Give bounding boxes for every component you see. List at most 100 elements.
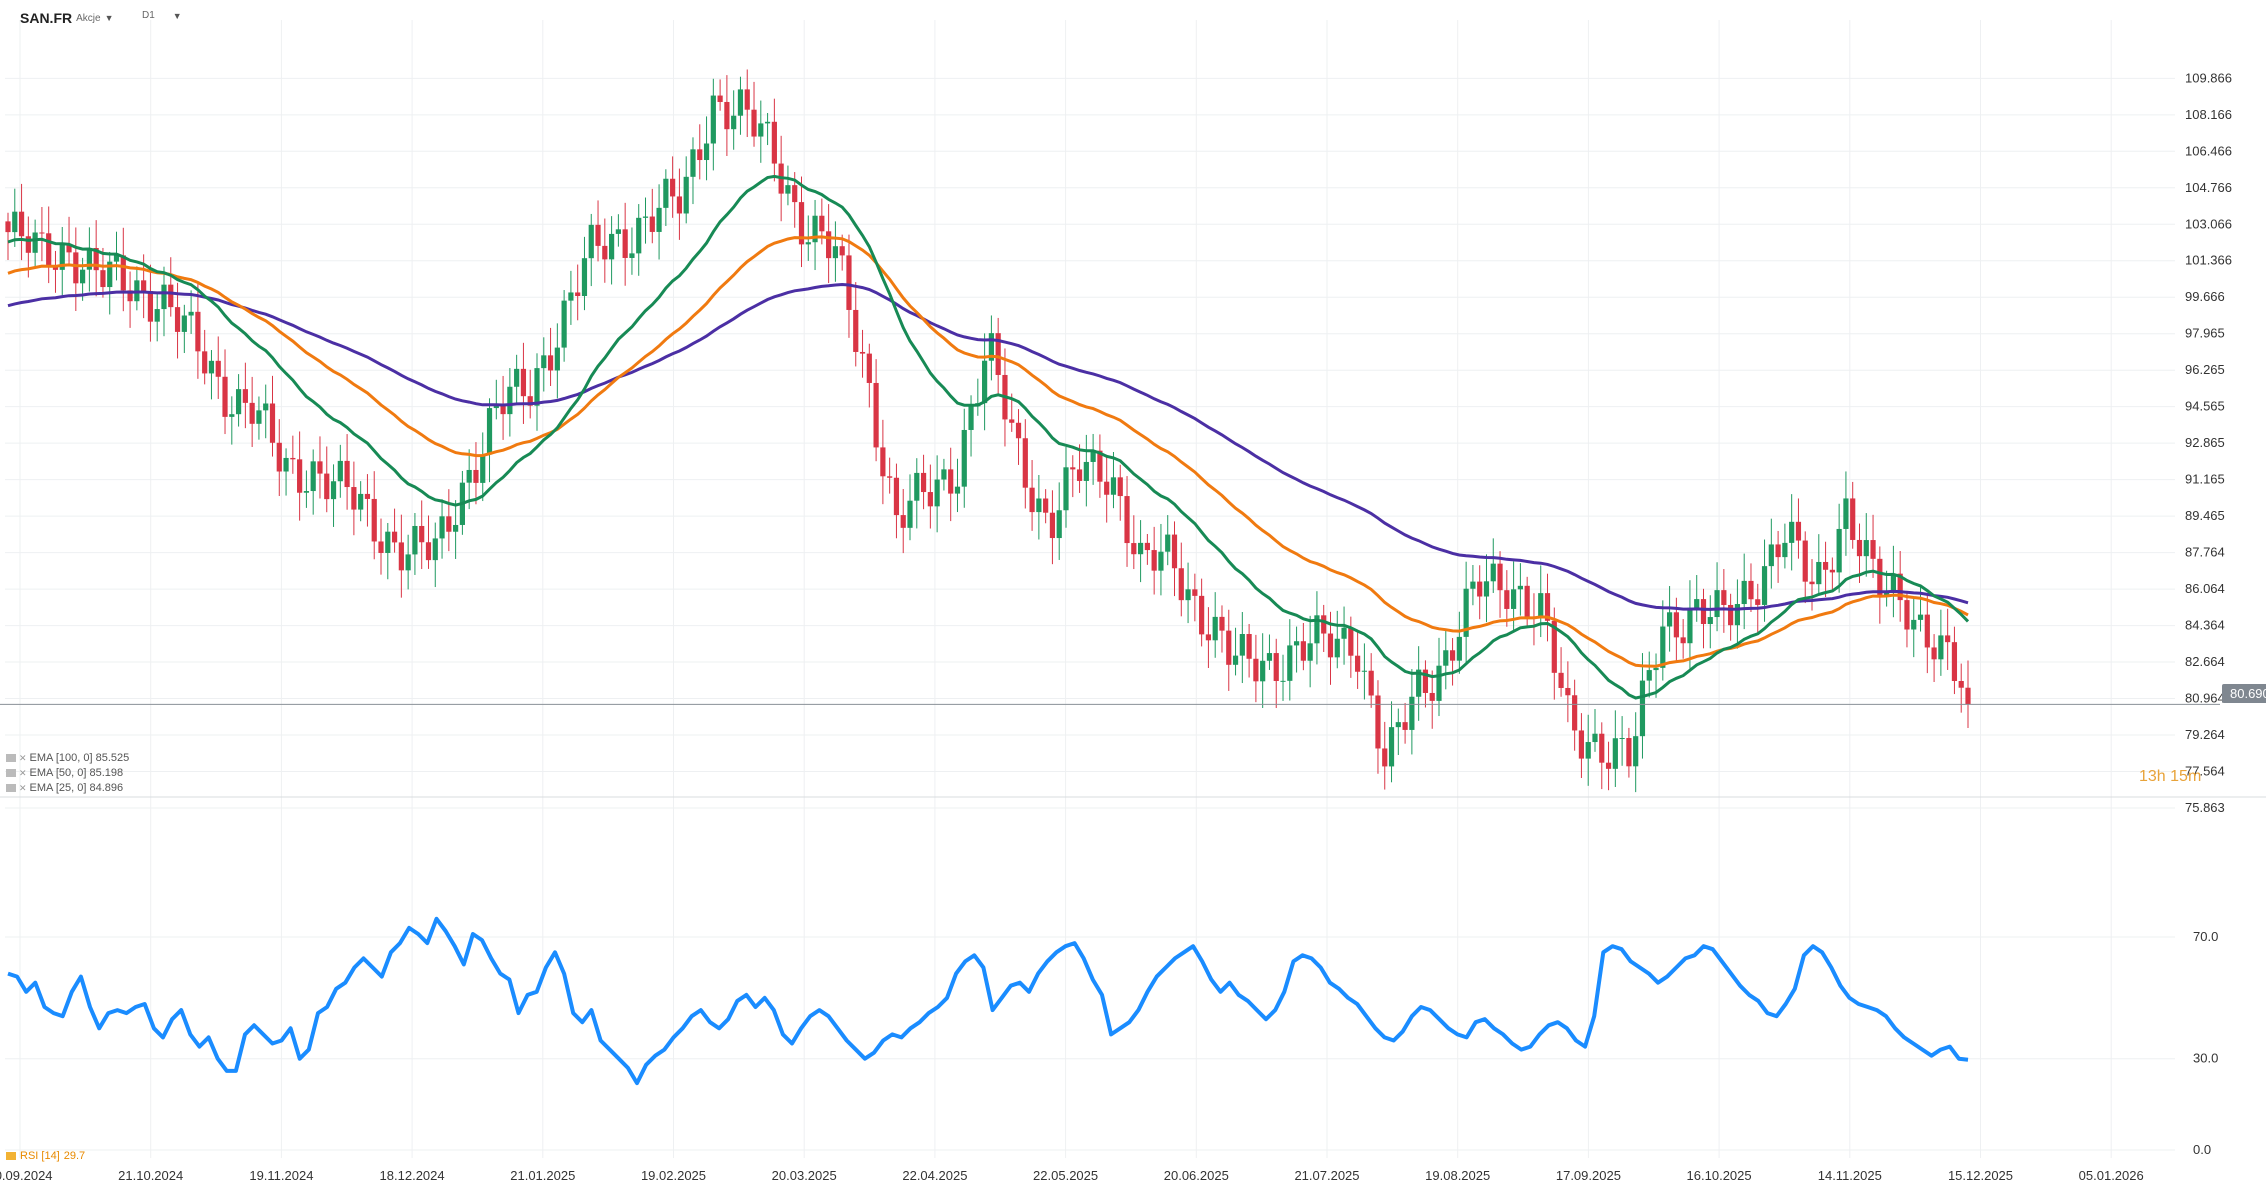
candle-body <box>330 481 337 500</box>
ema50-line <box>7 235 1969 668</box>
candle-body <box>914 472 920 501</box>
candle-body <box>602 245 608 260</box>
candle-body <box>1639 680 1646 737</box>
candle-body <box>941 469 947 480</box>
candle-body <box>1660 626 1666 668</box>
price-axis-label: 92.865 <box>2185 435 2225 450</box>
candle-body <box>1355 655 1361 672</box>
candle-body <box>1348 627 1354 656</box>
candle-body <box>1572 695 1578 731</box>
candle-body <box>1388 727 1395 767</box>
legend-toggle-icon[interactable] <box>6 769 16 777</box>
price-axis-label: 86.064 <box>2185 581 2225 596</box>
candle-body <box>520 368 527 397</box>
candle-body <box>1748 580 1754 600</box>
candle-body <box>1816 561 1822 585</box>
candle-body <box>561 300 567 348</box>
timeframe-selector[interactable]: D1 ▼ <box>142 10 182 21</box>
candle-body <box>1070 467 1076 470</box>
candle-body <box>276 442 282 472</box>
candle-body <box>391 531 398 543</box>
candle-body <box>297 459 303 493</box>
candle-body <box>683 176 689 214</box>
candle-body <box>954 486 961 494</box>
candle-body <box>1029 487 1035 513</box>
candle-body <box>575 292 581 296</box>
candle-body <box>1578 730 1585 759</box>
timeframe-label: D1 <box>142 10 155 21</box>
candle-body <box>608 233 615 260</box>
price-axis-label: 108.166 <box>2185 107 2232 122</box>
candle-body <box>1958 681 1964 688</box>
candle-body <box>1009 419 1015 423</box>
candle-body <box>120 255 126 291</box>
candle-body <box>1741 580 1747 605</box>
price-axis-label: 97.965 <box>2185 326 2225 341</box>
legend-toggle-icon[interactable] <box>6 1152 16 1160</box>
close-icon[interactable]: ✕ <box>19 752 27 763</box>
candle-body <box>303 491 310 493</box>
close-icon[interactable]: ✕ <box>19 767 27 778</box>
candle-body <box>500 403 506 415</box>
candle-body <box>1402 722 1408 730</box>
ema50-legend[interactable]: ✕ EMA [50, 0] 85.198 <box>6 767 123 779</box>
candle-body <box>1083 461 1089 481</box>
candle-body <box>703 143 710 161</box>
candle-body <box>222 376 228 417</box>
legend-toggle-icon[interactable] <box>6 784 16 792</box>
candle-body <box>1368 670 1374 696</box>
candle-body <box>1185 589 1191 601</box>
candle-body <box>880 447 886 477</box>
candle-body <box>73 252 79 284</box>
symbol-label: SAN.FR <box>20 10 73 26</box>
candle-body <box>1544 593 1551 621</box>
candle-body <box>819 215 825 232</box>
candle-body <box>1110 477 1117 495</box>
ema25-legend[interactable]: ✕ EMA [25, 0] 84.896 <box>6 782 123 794</box>
candle-body <box>1015 422 1022 439</box>
candle-body <box>1334 638 1340 658</box>
candle-countdown: 13h 15m <box>2139 768 2202 785</box>
candle-body <box>1822 561 1829 570</box>
ema25-line <box>7 174 1970 700</box>
candle-body <box>1124 496 1130 544</box>
candle-body <box>1884 590 1890 597</box>
candle-body <box>547 355 554 371</box>
candle-body <box>961 429 967 487</box>
candle-body <box>1965 687 1971 705</box>
candle-body <box>235 389 242 415</box>
candle-body <box>385 531 391 553</box>
candle-body <box>1043 498 1049 513</box>
candle-body <box>1809 581 1815 585</box>
candle-body <box>839 246 845 256</box>
candle-body <box>1938 635 1944 660</box>
candle-body <box>832 246 839 259</box>
candle-body <box>1890 573 1896 591</box>
candle-body <box>364 493 371 499</box>
candle-body <box>1395 722 1401 728</box>
candle-body <box>480 454 486 483</box>
candle-body <box>1843 498 1849 529</box>
candle-body <box>1633 736 1639 767</box>
candle-body <box>188 311 194 316</box>
ema100-legend[interactable]: ✕ EMA [100, 0] 85.525 <box>6 752 129 764</box>
candle-body <box>988 333 994 361</box>
legend-toggle-icon[interactable] <box>6 754 16 762</box>
candle-body <box>1199 595 1205 635</box>
candle-body <box>1687 607 1693 644</box>
close-icon[interactable]: ✕ <box>19 782 27 793</box>
date-axis-label: 16.10.2025 <box>1687 1168 1752 1183</box>
candle-body <box>432 538 438 561</box>
candle-body <box>642 216 649 218</box>
candle-body <box>1551 620 1557 673</box>
candle-body <box>1151 550 1157 571</box>
candle-body <box>1768 544 1774 567</box>
candle-body <box>527 396 533 406</box>
rsi-legend[interactable]: RSI [14] 29.7 <box>6 1150 85 1162</box>
candle-body <box>1205 634 1212 641</box>
symbol-selector[interactable]: SAN.FR Akcje ▼ <box>20 10 114 26</box>
candle-body <box>1165 534 1171 552</box>
candle-body <box>100 270 106 288</box>
candle-body <box>1694 599 1700 608</box>
